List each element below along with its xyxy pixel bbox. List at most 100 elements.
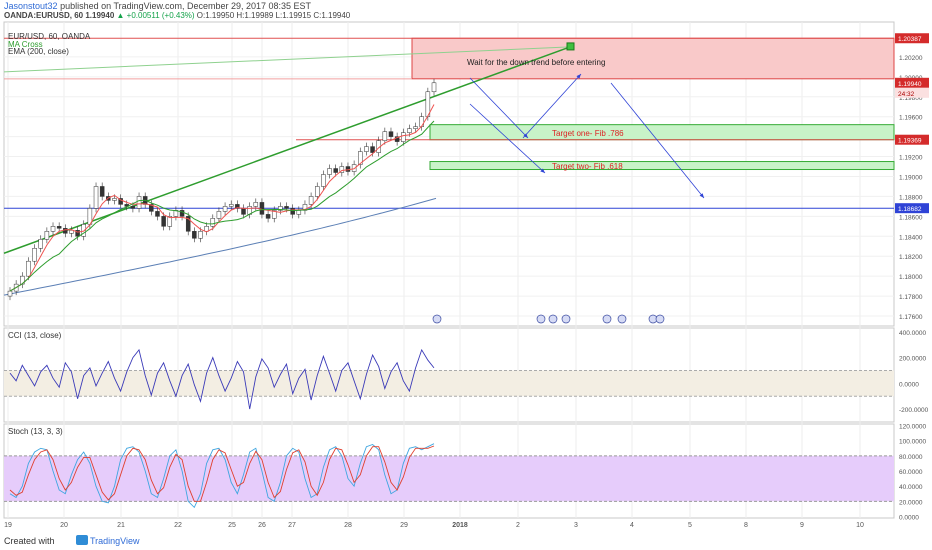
wait-zone (411, 37, 895, 80)
x-tick-label: 19 (4, 522, 12, 529)
x-tick-label: 2018 (452, 522, 468, 529)
price-tick-label: 1.19200 (899, 155, 923, 162)
candle-body (112, 198, 117, 201)
x-tick-label: 29 (400, 522, 408, 529)
x-tick-label: 27 (288, 522, 296, 529)
candle-body (210, 218, 216, 227)
candle-body (431, 82, 437, 93)
candle-body (401, 132, 406, 142)
arrow-bounce-up-head (576, 74, 581, 79)
x-tick-label: 9 (800, 522, 804, 529)
stoch-band (4, 455, 894, 502)
candle-body (314, 186, 320, 197)
candle-body (370, 146, 375, 153)
badge-top-zone-bg (895, 33, 929, 44)
economic-event-icon (536, 314, 546, 324)
legend-ema[interactable]: EMA (200, close) (8, 47, 69, 56)
legend-title: EUR/USD, 60, OANDA (8, 32, 91, 41)
price-value: 1.19940 (85, 11, 115, 20)
candle-body (278, 206, 283, 211)
candle-body (167, 216, 173, 227)
candle-body (192, 231, 197, 239)
candle-body (198, 231, 203, 239)
stoch-tick-label: 100.0000 (899, 439, 926, 446)
stoch-tick-label: 60.0000 (899, 469, 923, 476)
cci-band (4, 370, 894, 397)
candle-body (308, 196, 314, 205)
cci-tick-label: 400.0000 (899, 330, 926, 337)
candle-body (50, 226, 56, 232)
candle-body (118, 198, 123, 205)
target-two-zone (429, 161, 895, 171)
arrow-to-target-two-head (540, 168, 545, 173)
price-tick-label: 1.18200 (899, 254, 923, 261)
economic-event-icon (602, 314, 612, 324)
economic-event-icon (655, 314, 665, 324)
candle-body (290, 208, 295, 215)
economic-event-icon (548, 314, 558, 324)
tradingview-link[interactable]: TradingView (90, 536, 140, 546)
candle-body (284, 206, 289, 209)
economic-event-icon (561, 314, 571, 324)
candle-body (382, 131, 388, 141)
candle-body (222, 206, 228, 212)
created-with-text: Created with (4, 536, 55, 546)
chart-area[interactable]: 19 20 21 22 25 26 27 28 29 2018 2 3 4 5 8 9 10 1.20200 1.2… (0, 20, 932, 530)
uptrend-line (3, 46, 571, 254)
upper-channel-line (3, 46, 571, 73)
stoch-tick-label: 20.0000 (899, 499, 923, 506)
candle-body (93, 186, 99, 209)
candle-body (149, 204, 154, 212)
candle-body (394, 136, 400, 142)
arrow-to-target-one (469, 77, 529, 139)
legend-cci[interactable]: CCI (13, close) (8, 331, 62, 340)
candle-body (130, 206, 136, 209)
published-text: published on TradingView.com, December 2… (60, 1, 312, 11)
price-tick-label: 1.18400 (899, 234, 923, 241)
stoch-d-line (9, 445, 435, 502)
candle-body (136, 196, 142, 209)
wait-annotation: Wait for the down trend before entering (467, 58, 605, 67)
x-tick-label: 28 (344, 522, 352, 529)
price-tick-label: 1.18600 (899, 214, 923, 221)
candle-body (161, 216, 166, 227)
arrow-bounce-up (522, 73, 582, 139)
publish-header: Jasonstout32 published on TradingView.co… (0, 0, 932, 20)
candle-body (241, 208, 246, 215)
x-tick-label: 21 (117, 522, 125, 529)
candle-body (7, 290, 13, 297)
publish-line: Jasonstout32 published on TradingView.co… (4, 1, 311, 11)
candle-body (271, 210, 277, 219)
stoch-tick-label: 0.0000 (899, 514, 919, 521)
price-tick-label: 1.17800 (899, 294, 923, 301)
symbol-line: OANDA:EURUSD, 60 1.19940 ▲ +0.00511 (+0.… (4, 11, 350, 20)
footer: Created with TradingView (0, 530, 932, 550)
candle-body (327, 168, 332, 175)
legend-stoch[interactable]: Stoch (13, 3, 3) (8, 427, 63, 436)
author-link[interactable]: Jasonstout32 (4, 1, 58, 11)
candle-body (407, 128, 412, 133)
candle-body (63, 228, 68, 234)
stoch-tick-label: 40.0000 (899, 484, 923, 491)
economic-event-icon (432, 314, 442, 324)
stoch-k-line (9, 443, 435, 509)
cci-tick-label: 0.0000 (899, 381, 919, 388)
candle-body (56, 226, 62, 229)
badge-last-price-bg (895, 77, 929, 88)
price-tick-label: 1.17600 (899, 314, 923, 321)
candle-body (32, 248, 37, 262)
x-tick-label: 10 (856, 522, 864, 529)
target-two-label: Target two- Fib .618 (552, 162, 623, 171)
candle-body (155, 211, 160, 217)
candle-body (351, 164, 357, 172)
stoch-tick-label: 80.0000 (899, 454, 923, 461)
symbol-label: OANDA:EURUSD, 60 (4, 11, 84, 20)
legend-ma-cross[interactable]: MA Cross (8, 40, 43, 49)
candle-body (216, 211, 222, 219)
tradingview-logo-icon (76, 535, 88, 545)
candle-body (253, 202, 259, 207)
change-value: ▲ +0.00511 (+0.43%) (116, 11, 195, 20)
ema-200-line (3, 197, 437, 296)
price-tick-label: 1.20200 (899, 55, 923, 62)
candle-body (321, 174, 326, 187)
